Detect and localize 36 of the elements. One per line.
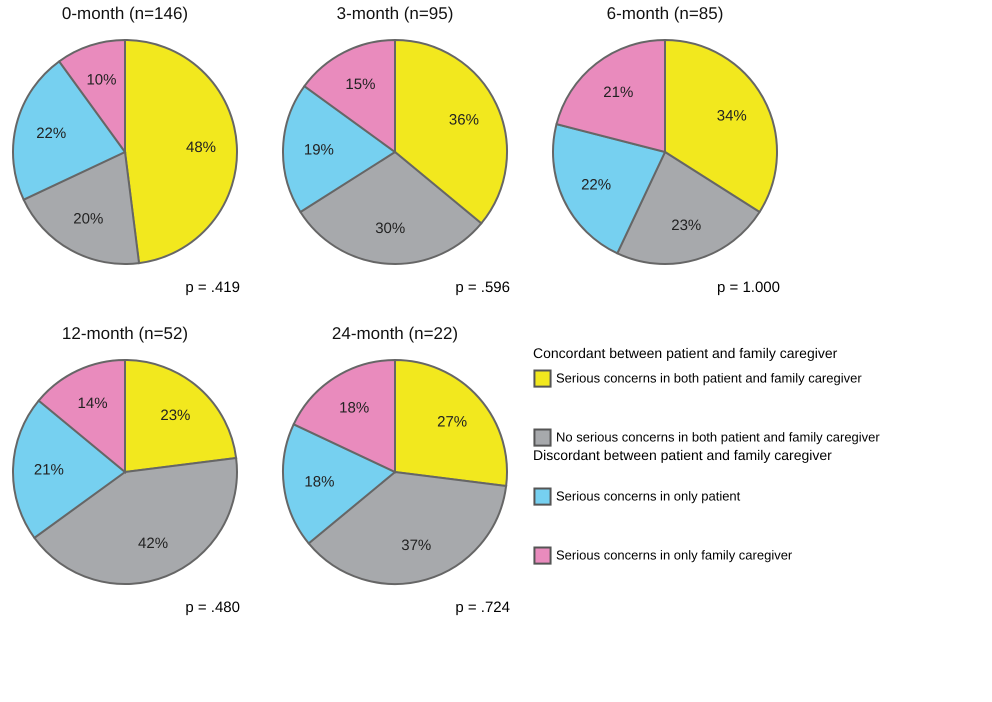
data-label: 22%: [36, 125, 66, 142]
text: p = .480: [185, 599, 240, 616]
legend-label: Serious concerns in only patient: [556, 488, 741, 504]
data-label: 30%: [375, 220, 406, 238]
chart-title: 24-month (n=22): [332, 324, 458, 343]
chart-title: 0-month (n=146): [62, 4, 188, 23]
data-label: 21%: [603, 84, 634, 101]
legend-label: Serious concerns in both patient and family caregiver: [556, 370, 862, 386]
data-label: 15%: [345, 76, 376, 94]
data-label: 27%: [437, 414, 468, 431]
legend-label: Serious concerns in only family caregiver: [556, 548, 793, 562]
data-label: 18%: [304, 474, 334, 491]
chart-title: 3-month (n=95): [336, 4, 454, 23]
data-label: 22%: [581, 176, 612, 194]
text: p = .724: [455, 599, 510, 616]
text: Discordant between patient and family caregiver: [533, 447, 832, 463]
data-label: 23%: [671, 217, 702, 234]
data-label: 48%: [186, 139, 216, 156]
data-label: 14%: [78, 395, 108, 412]
text: p = .419: [185, 279, 240, 296]
text: p = 1.000: [717, 279, 780, 296]
data-label: 23%: [160, 406, 190, 424]
legend-title: Concordant between patient and family caregiver: [533, 345, 838, 361]
data-label: 18%: [339, 400, 370, 417]
data-label: 34%: [716, 107, 747, 124]
data-label: 10%: [86, 72, 116, 89]
data-label: 19%: [304, 142, 334, 159]
legend-label: No serious concerns in both patient and family caregiver: [556, 430, 880, 444]
data-label: 36%: [448, 112, 479, 129]
data-label: 21%: [34, 462, 64, 479]
data-label: 37%: [401, 537, 432, 554]
data-label: 42%: [138, 534, 168, 552]
chart-title: 6-month (n=85): [606, 4, 724, 23]
text: p = .596: [455, 279, 510, 296]
data-label: 20%: [73, 210, 104, 228]
chart-title: 12-month (n=52): [62, 324, 188, 343]
